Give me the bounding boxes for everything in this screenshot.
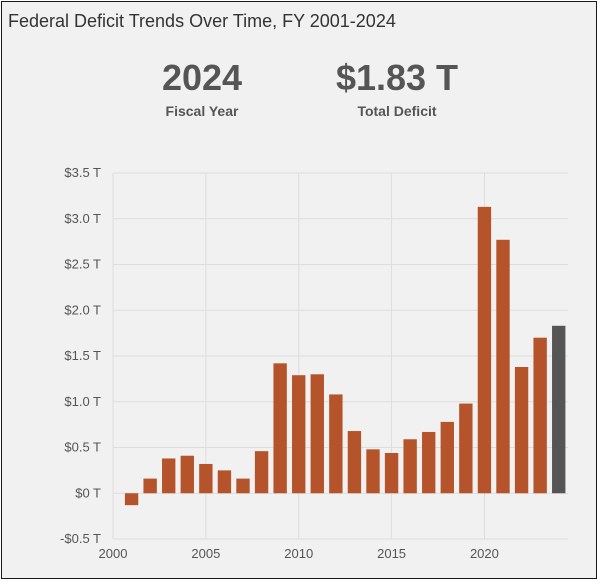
y-tick-label: $2.5 T [64, 257, 101, 272]
kpi-fiscal-year: 2024 Fiscal Year [152, 57, 252, 120]
bar-2011[interactable] [310, 374, 324, 494]
kpi-fiscal-year-value: 2024 [161, 57, 243, 98]
y-tick-label: $1.0 T [64, 394, 101, 409]
bar-2007[interactable] [236, 478, 250, 494]
bar-2009[interactable] [273, 363, 287, 494]
bar-2012[interactable] [329, 394, 343, 494]
bar-2021[interactable] [496, 239, 510, 494]
y-tick-label: $3.0 T [64, 211, 101, 226]
bar-2024[interactable] [552, 325, 566, 494]
bar-2001[interactable] [124, 493, 139, 506]
bar-2002[interactable] [143, 478, 157, 494]
y-tick-label: $1.5 T [64, 348, 101, 363]
bar-2010[interactable] [292, 375, 306, 494]
bar-2013[interactable] [347, 431, 362, 494]
bar-2015[interactable] [384, 452, 399, 494]
y-tick-label: -$0.5 T [60, 531, 101, 546]
bar-2018[interactable] [440, 421, 454, 494]
kpi-fiscal-year-label: Fiscal Year [165, 103, 239, 119]
bar-2008[interactable] [254, 451, 269, 494]
bars [124, 206, 566, 506]
x-tick-label: 2005 [191, 546, 220, 561]
y-tick-label: $0.5 T [64, 440, 101, 455]
bar-2020[interactable] [477, 206, 492, 494]
kpi-total-deficit: $1.83 T Total Deficit [322, 57, 472, 120]
bar-2017[interactable] [422, 431, 436, 494]
bar-2006[interactable] [217, 470, 232, 494]
chart-title: Federal Deficit Trends Over Time, FY 200… [8, 11, 396, 31]
bar-2023[interactable] [533, 337, 547, 494]
x-tick-label: 2020 [470, 546, 499, 561]
deficit-bar-chart: -$0.5 T $0 T $0.5 T $1.0 T $1.5 T $2.0 T $2.5 … [60, 165, 568, 561]
y-axis-ticks: -$0.5 T $0 T $0.5 T $1.0 T $1.5 T $2.0 T $2.5 … [60, 165, 101, 546]
y-tick-label: $2.0 T [64, 302, 101, 317]
x-tick-label: 2015 [377, 546, 406, 561]
x-axis-ticks: 2000 2005 2010 2015 2020 [99, 546, 499, 561]
bar-2004[interactable] [180, 455, 194, 494]
bar-2016[interactable] [403, 439, 417, 494]
bar-2022[interactable] [514, 366, 529, 494]
x-tick-label: 2000 [99, 546, 128, 561]
y-tick-label: $3.5 T [64, 165, 101, 180]
kpi-total-deficit-value: $1.83 T [335, 57, 459, 98]
bar-2014[interactable] [366, 449, 380, 494]
bar-2003[interactable] [162, 458, 176, 494]
bar-2005[interactable] [199, 463, 213, 494]
kpi-total-deficit-label: Total Deficit [357, 103, 437, 119]
x-tick-label: 2010 [284, 546, 313, 561]
bar-2019[interactable] [459, 403, 473, 494]
y-tick-label: $0 T [75, 485, 101, 500]
